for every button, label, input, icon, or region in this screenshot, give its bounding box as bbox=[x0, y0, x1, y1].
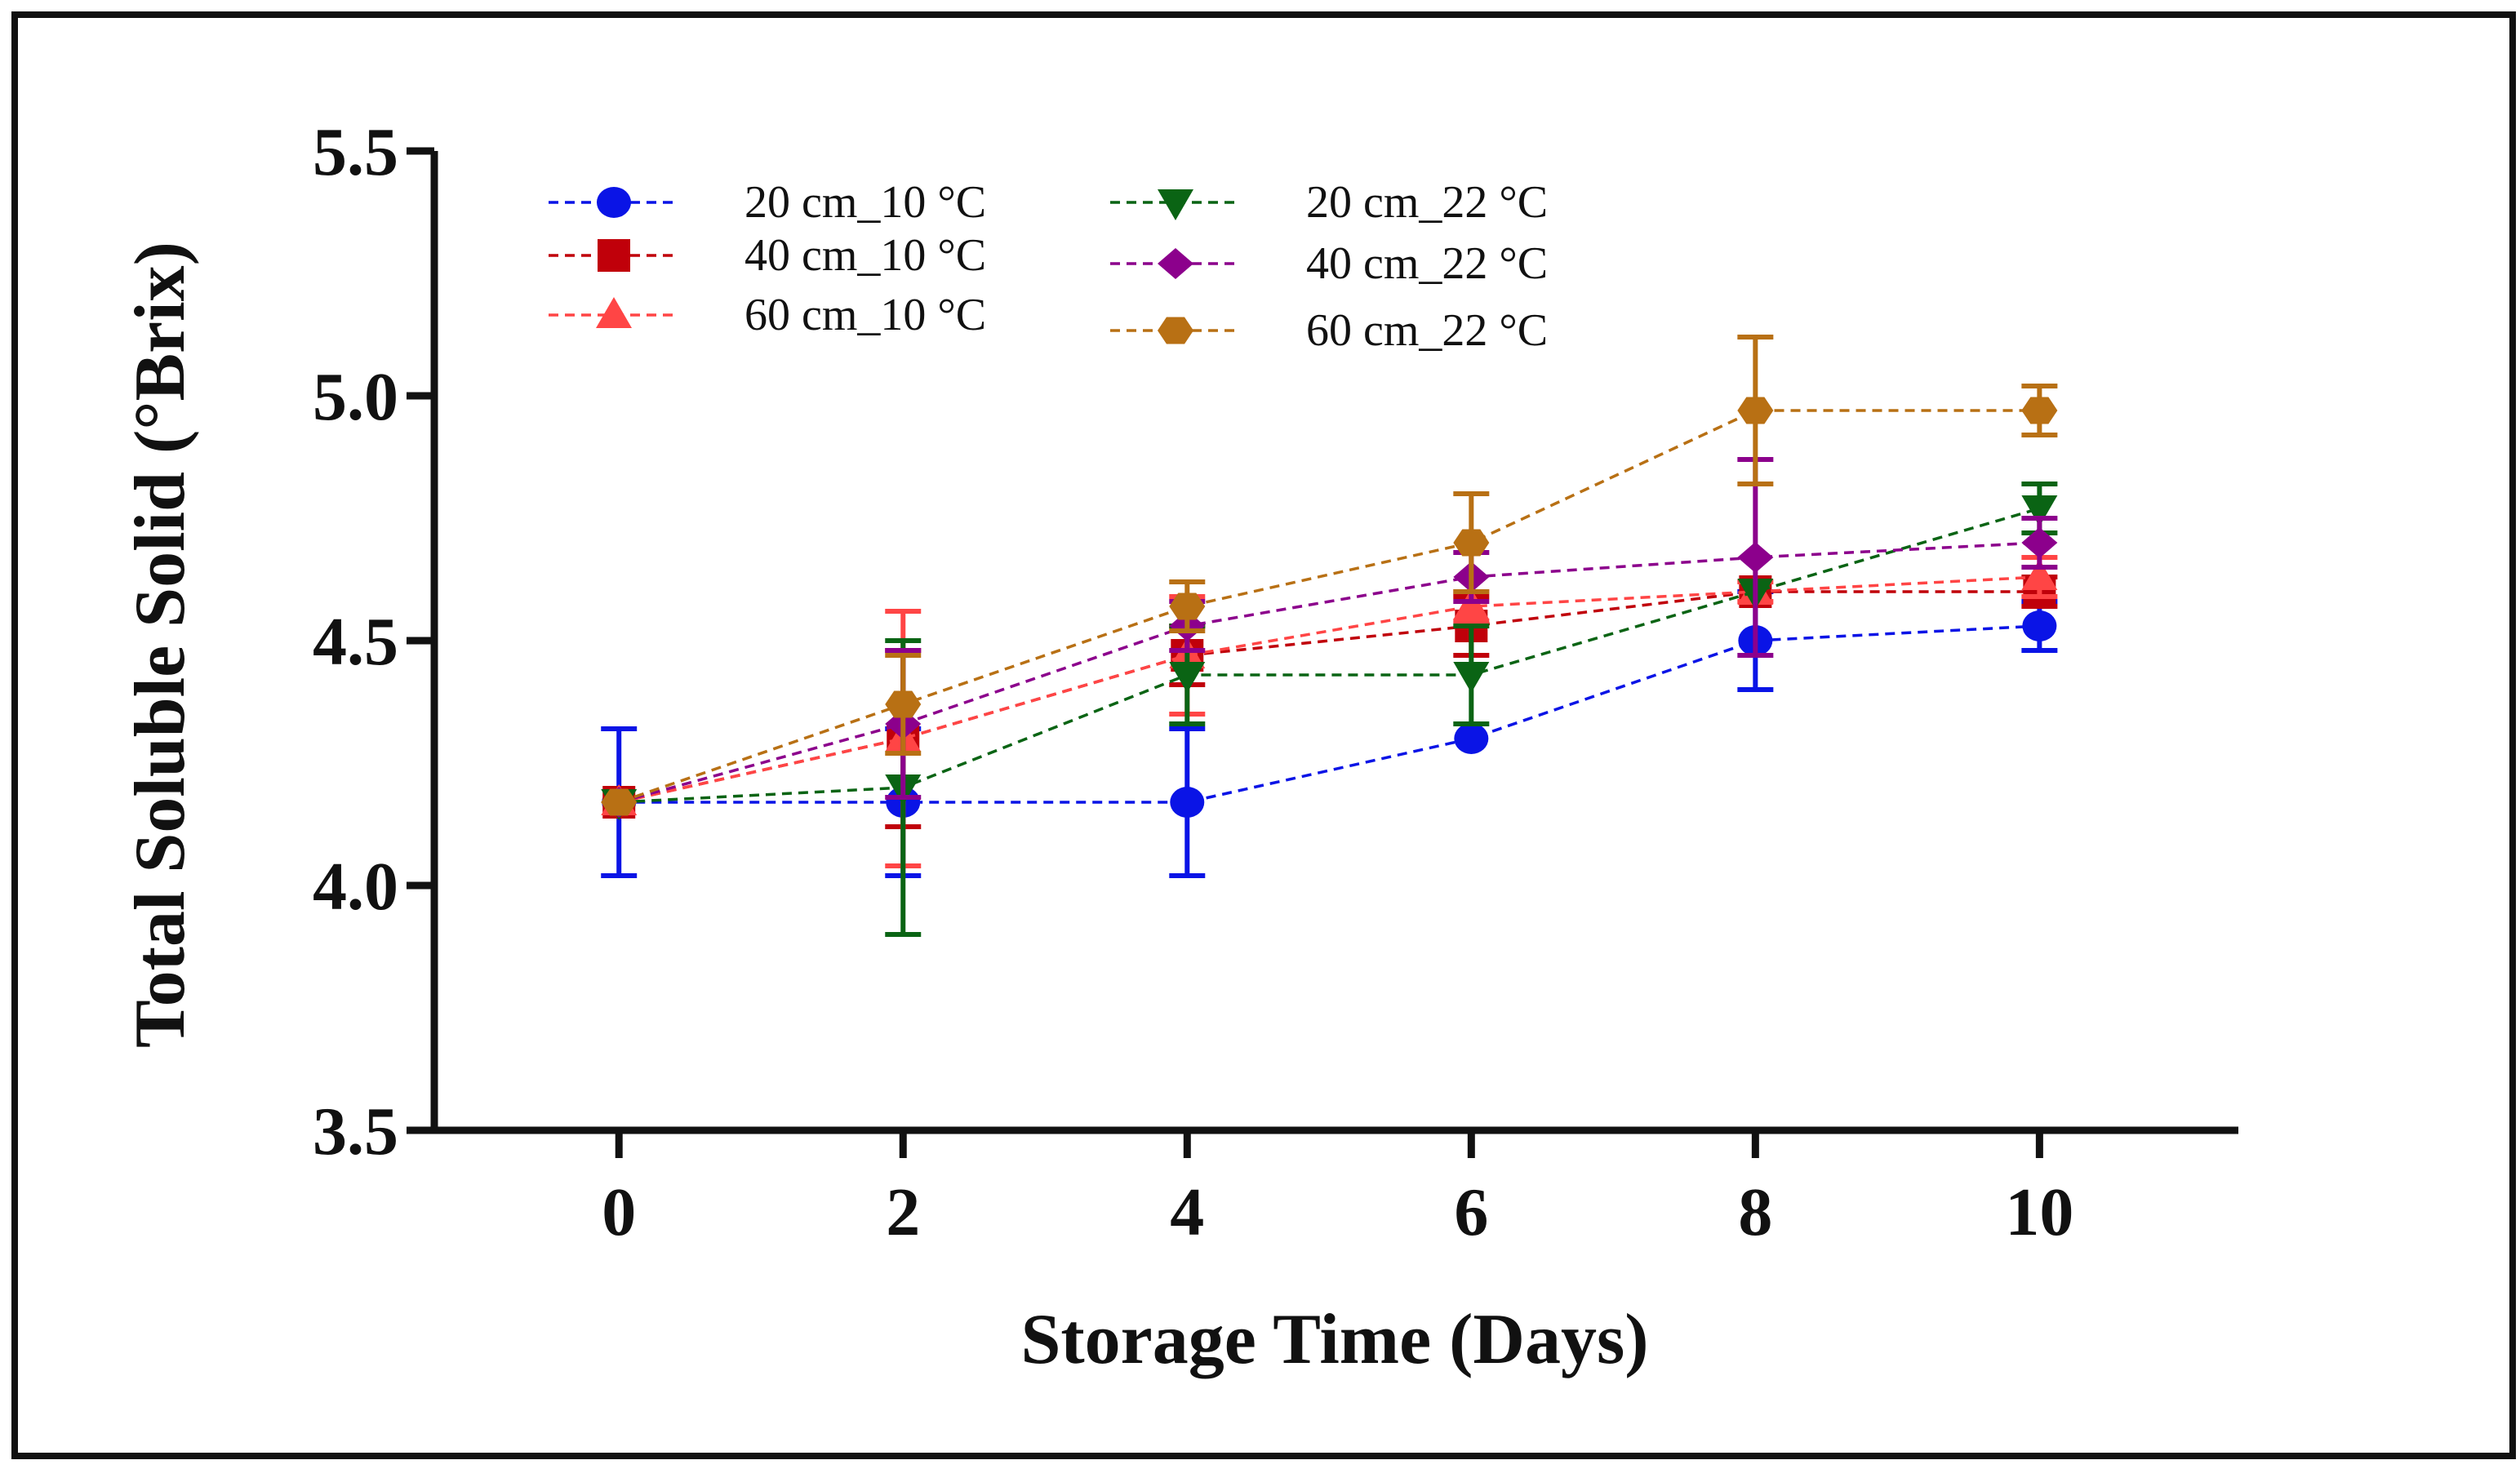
y-tick-label: 5.0 bbox=[313, 359, 398, 435]
x-tick-label: 0 bbox=[602, 1174, 636, 1250]
x-tick-label: 8 bbox=[1738, 1174, 1772, 1250]
x-tick-label: 2 bbox=[886, 1174, 920, 1250]
x-tick-label: 6 bbox=[1454, 1174, 1488, 1250]
series-3-line bbox=[619, 577, 2039, 802]
legend-label: 60 cm_22 °C bbox=[1306, 305, 1548, 356]
x-tick-label: 10 bbox=[2005, 1174, 2073, 1250]
legend-label: 40 cm_22 °C bbox=[1306, 238, 1548, 289]
x-axis-ticks: 0 2 4 6 8 10 bbox=[602, 1130, 2073, 1250]
series-4-point bbox=[1169, 662, 1205, 693]
x-tick-label: 4 bbox=[1170, 1174, 1204, 1250]
legend-marker bbox=[1158, 248, 1193, 279]
series-1-point bbox=[1170, 787, 1204, 818]
series-3 bbox=[601, 557, 2057, 866]
series-1 bbox=[601, 592, 2057, 876]
series-4 bbox=[601, 484, 2057, 934]
series-1-line bbox=[619, 626, 2039, 802]
series-layer bbox=[601, 337, 2057, 934]
y-axis-title: Total Soluble Solid (°Brix) bbox=[121, 242, 200, 1048]
legend-item: 20 cm_22 °C bbox=[1110, 177, 1548, 228]
legend-item: 20 cm_10 °C bbox=[549, 177, 986, 228]
series-6-point bbox=[885, 691, 921, 718]
legend-marker bbox=[1158, 189, 1193, 220]
y-tick-label: 4.5 bbox=[313, 604, 398, 680]
series-1-point bbox=[2022, 610, 2056, 641]
y-tick-label: 5.5 bbox=[313, 114, 398, 190]
series-5 bbox=[601, 459, 2057, 818]
legend-item: 40 cm_10 °C bbox=[549, 230, 986, 281]
legend-marker bbox=[598, 239, 630, 272]
legend-marker bbox=[597, 187, 631, 218]
series-4-point bbox=[1453, 662, 1489, 693]
legend: 20 cm_10 °C40 cm_10 °C 60 cm_10 °C 20 cm_2… bbox=[549, 177, 1548, 356]
legend-label: 20 cm_10 °C bbox=[744, 177, 986, 228]
series-5-line bbox=[619, 543, 2039, 802]
line-chart: 3.54.04.55.05.5 0 2 4 6 8 10 20 cm_10 °C40 cm… bbox=[0, 0, 2520, 1469]
series-2-line bbox=[619, 592, 2039, 802]
series-1-point bbox=[1454, 723, 1488, 754]
series-6 bbox=[601, 337, 2057, 815]
y-tick-label: 3.5 bbox=[313, 1094, 398, 1169]
legend-item: 40 cm_22 °C bbox=[1110, 238, 1548, 289]
series-5-point bbox=[1737, 542, 1773, 573]
y-axis-ticks: 3.5 4.0 4.5 5.0 5.5 bbox=[313, 114, 434, 1169]
legend-label: 40 cm_10 °C bbox=[744, 230, 986, 281]
legend-item: 60 cm_10 °C bbox=[549, 290, 986, 340]
series-2 bbox=[602, 575, 2057, 827]
legend-marker bbox=[1158, 317, 1193, 344]
series-6-point bbox=[2021, 397, 2057, 424]
legend-marker bbox=[596, 297, 632, 328]
axes bbox=[431, 151, 2238, 1134]
series-4-line bbox=[619, 508, 2039, 802]
legend-label: 60 cm_10 °C bbox=[744, 290, 986, 340]
legend-item: 60 cm_22 °C bbox=[1110, 305, 1548, 356]
series-6-point bbox=[1737, 397, 1773, 424]
y-tick-label: 4.0 bbox=[313, 849, 398, 925]
x-axis-title: Storage Time (Days) bbox=[1020, 1300, 1648, 1379]
legend-label: 20 cm_22 °C bbox=[1306, 177, 1548, 228]
